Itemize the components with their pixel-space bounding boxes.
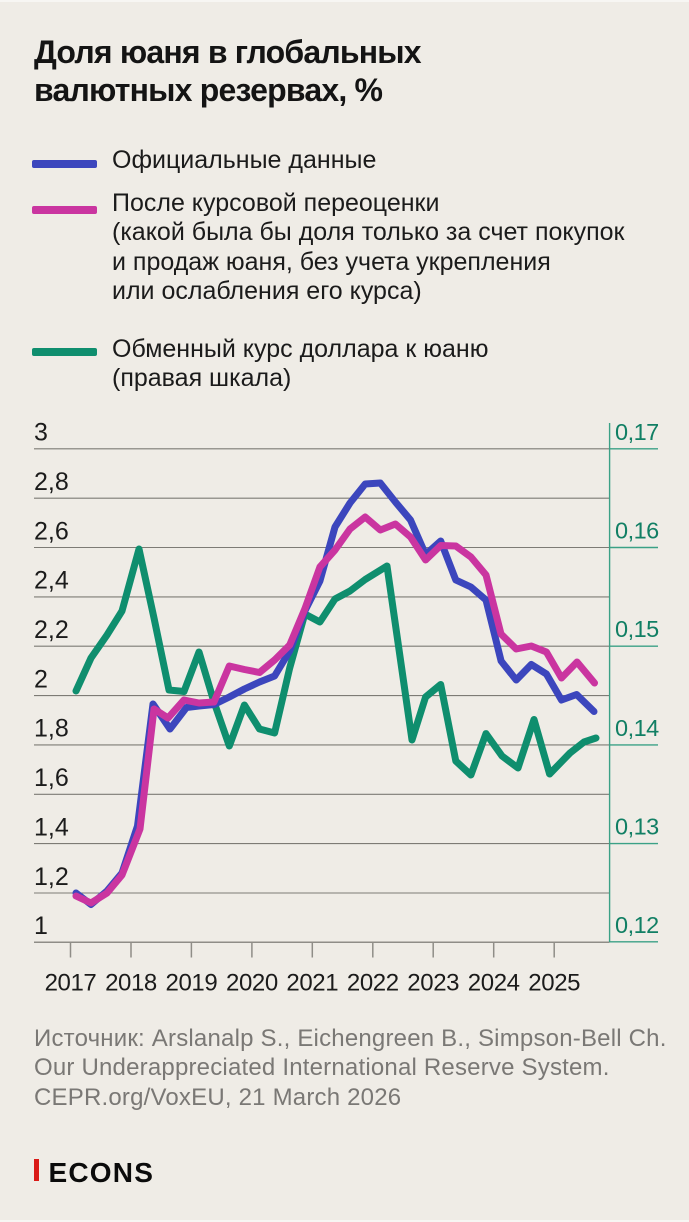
svg-text:2017: 2017 <box>45 970 97 997</box>
svg-text:2018: 2018 <box>105 970 157 997</box>
svg-text:2,8: 2,8 <box>34 468 69 496</box>
svg-text:0,14: 0,14 <box>615 715 659 741</box>
svg-text:2024: 2024 <box>468 970 520 997</box>
svg-text:0,17: 0,17 <box>615 419 659 445</box>
svg-text:2,4: 2,4 <box>34 567 69 595</box>
svg-text:2022: 2022 <box>347 970 399 997</box>
svg-text:0,15: 0,15 <box>615 616 659 642</box>
svg-text:2025: 2025 <box>528 970 580 997</box>
svg-text:1,6: 1,6 <box>34 764 69 792</box>
svg-text:0,16: 0,16 <box>615 518 659 544</box>
svg-text:1,2: 1,2 <box>34 863 69 891</box>
svg-text:1,8: 1,8 <box>34 715 69 743</box>
svg-text:0,12: 0,12 <box>615 912 659 938</box>
svg-text:3: 3 <box>34 419 48 447</box>
svg-text:2019: 2019 <box>166 970 218 997</box>
svg-text:1: 1 <box>34 912 48 940</box>
svg-text:2: 2 <box>34 665 48 693</box>
svg-text:2023: 2023 <box>407 970 459 997</box>
svg-text:0,13: 0,13 <box>615 814 659 840</box>
svg-text:1,4: 1,4 <box>34 813 69 841</box>
svg-text:2,6: 2,6 <box>34 517 69 545</box>
svg-text:2021: 2021 <box>286 970 338 997</box>
svg-text:2020: 2020 <box>226 970 278 997</box>
svg-text:2,2: 2,2 <box>34 616 69 644</box>
